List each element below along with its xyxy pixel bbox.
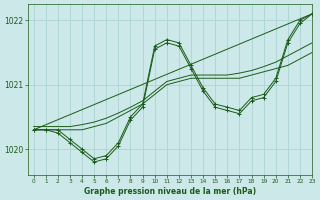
X-axis label: Graphe pression niveau de la mer (hPa): Graphe pression niveau de la mer (hPa): [84, 187, 256, 196]
